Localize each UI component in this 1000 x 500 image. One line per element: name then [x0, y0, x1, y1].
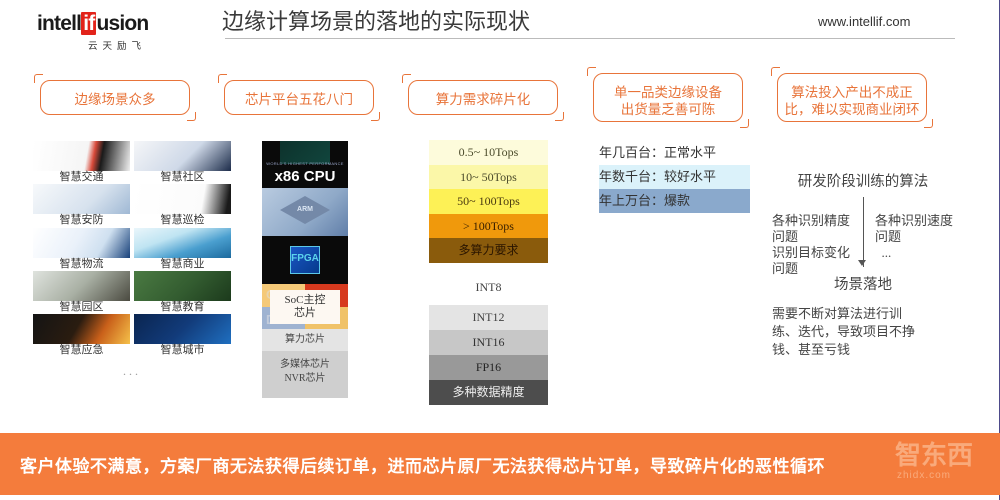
svg-text:智东西: 智东西	[895, 440, 973, 470]
svg-text:zhidx.com: zhidx.com	[897, 470, 951, 481]
